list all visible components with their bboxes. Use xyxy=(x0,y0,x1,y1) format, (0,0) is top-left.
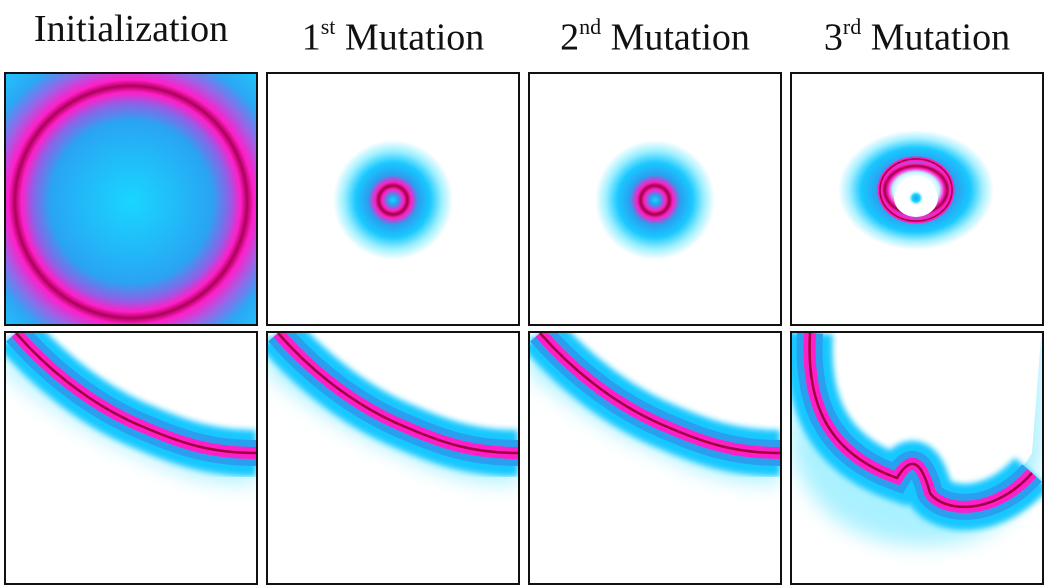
curved-front-image xyxy=(268,333,518,583)
ring-field-large-image xyxy=(6,74,256,324)
panel-2nd-mutation-full xyxy=(528,72,782,326)
panel-3rd-mutation-zoom xyxy=(790,331,1044,585)
column-title-1st-mutation: 1st Mutation xyxy=(301,14,485,59)
curved-front-image xyxy=(530,333,780,583)
column-title-2nd-mutation: 2nd Mutation xyxy=(560,14,750,59)
panel-1st-mutation-zoom xyxy=(266,331,520,585)
double-ring-image xyxy=(792,74,1042,324)
panel-initialization-zoom xyxy=(4,331,258,585)
curved-front-image xyxy=(6,333,256,583)
column-title-3rd-mutation: 3rd Mutation xyxy=(823,14,1011,59)
u-shaped-front-image xyxy=(792,333,1042,583)
panel-2nd-mutation-zoom xyxy=(528,331,782,585)
small-ring-image xyxy=(268,74,518,324)
panel-3rd-mutation-full xyxy=(790,72,1044,326)
small-ring-image xyxy=(530,74,780,324)
panel-1st-mutation-full xyxy=(266,72,520,326)
column-title-initialization: Initialization xyxy=(33,8,229,50)
panel-initialization-full xyxy=(4,72,258,326)
